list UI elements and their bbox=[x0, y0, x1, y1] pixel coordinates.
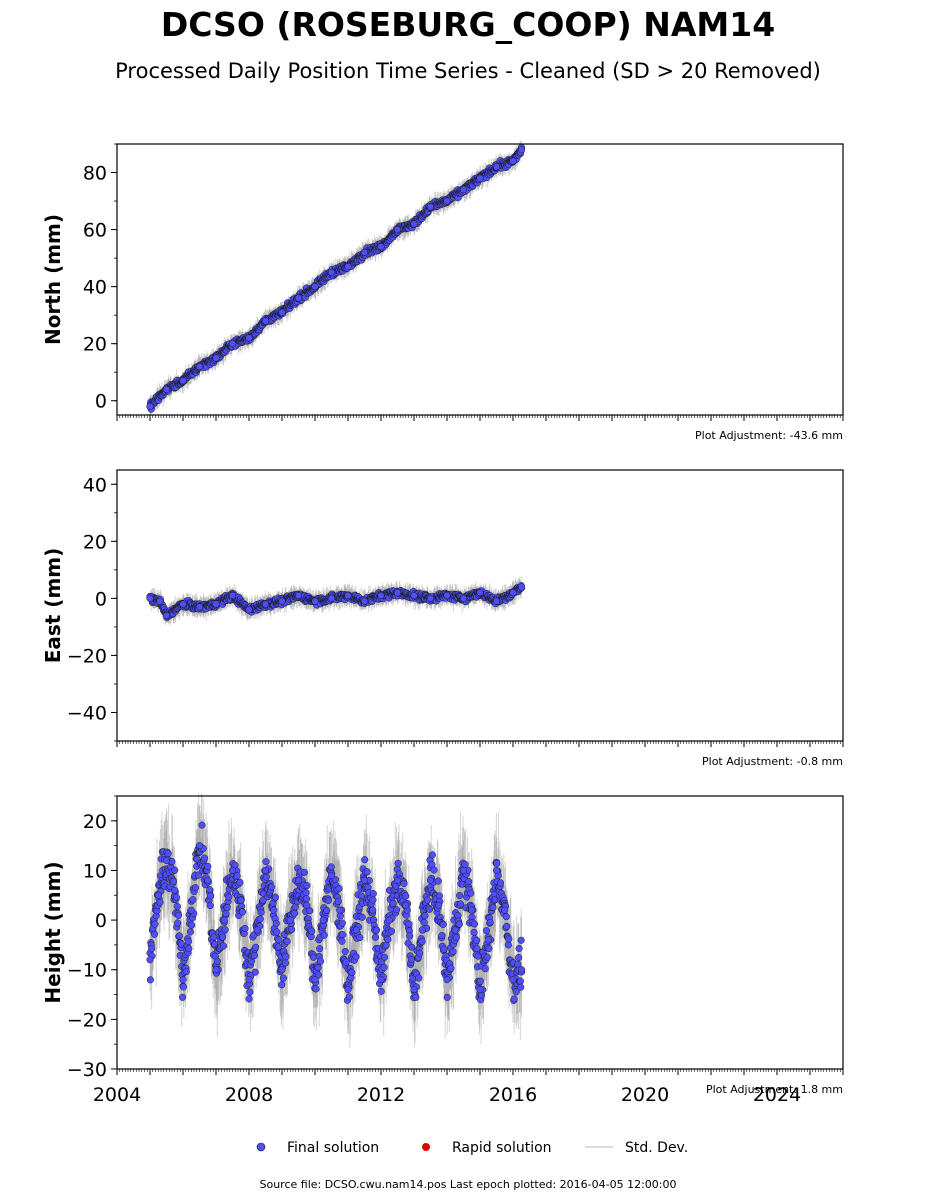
data-point bbox=[327, 268, 336, 276]
data-point bbox=[393, 226, 402, 234]
data-point bbox=[393, 589, 402, 597]
y-tick-label: −10 bbox=[67, 960, 107, 982]
data-point bbox=[228, 591, 237, 600]
data-point bbox=[195, 603, 204, 611]
data-point bbox=[156, 597, 164, 605]
figure-subtitle: Processed Daily Position Time Series - C… bbox=[115, 59, 821, 83]
data-point bbox=[344, 591, 352, 600]
y-tick-label: 10 bbox=[83, 860, 107, 882]
x-tick-label: 2016 bbox=[489, 1084, 537, 1106]
data-point bbox=[212, 354, 220, 362]
y-axis-label: North (mm) bbox=[41, 214, 65, 345]
data-point bbox=[245, 606, 253, 614]
data-point bbox=[162, 385, 171, 393]
plot-adjustment: Plot Adjustment: -0.8 mm bbox=[702, 755, 843, 768]
plot-adjustment: Plot Adjustment: 1.8 mm bbox=[706, 1083, 843, 1096]
plot-frame bbox=[116, 143, 844, 416]
x-tick-label: 2004 bbox=[93, 1084, 141, 1106]
panel-1: −40 −20 0 20 40 East (mm) Plot Adjustment: -0.… bbox=[41, 469, 844, 768]
data-point bbox=[459, 594, 468, 602]
y-tick-label: −40 bbox=[67, 702, 107, 724]
data-point bbox=[426, 594, 435, 602]
y-tick-label: −20 bbox=[67, 645, 107, 667]
y-tick-label: 40 bbox=[83, 277, 107, 299]
y-axis-label: Height (mm) bbox=[41, 861, 65, 1003]
y-tick-label: −30 bbox=[67, 1059, 107, 1081]
data-point bbox=[294, 591, 303, 600]
data-point bbox=[245, 334, 253, 342]
y-tick-label: 20 bbox=[83, 334, 107, 356]
panel-0: 0 20 40 60 80 North (mm) Plot Adjustment: -43.… bbox=[41, 140, 844, 442]
data-point bbox=[377, 243, 385, 251]
data-point bbox=[426, 203, 435, 211]
final-solution-points bbox=[146, 582, 526, 621]
figure-title: DCSO (ROSEBURG_COOP) NAM14 bbox=[161, 5, 775, 44]
data-point bbox=[179, 600, 187, 608]
data-point bbox=[261, 317, 270, 325]
data-point bbox=[146, 594, 154, 602]
data-point bbox=[377, 591, 385, 600]
plot-adjustment: Plot Adjustment: -43.6 mm bbox=[695, 429, 843, 442]
data-point bbox=[179, 377, 187, 385]
data-point bbox=[410, 591, 418, 600]
data-point bbox=[443, 197, 451, 205]
y-tick-label: 0 bbox=[95, 910, 107, 932]
data-point bbox=[518, 583, 526, 591]
data-point bbox=[459, 186, 468, 194]
y-tick-label: 20 bbox=[83, 811, 107, 833]
data-point bbox=[228, 340, 237, 348]
data-point bbox=[492, 163, 501, 171]
x-tick-label: 2020 bbox=[621, 1084, 669, 1106]
data-point bbox=[278, 308, 286, 316]
data-point bbox=[212, 600, 220, 608]
data-point bbox=[294, 294, 303, 302]
data-point bbox=[360, 248, 369, 256]
data-point bbox=[162, 611, 171, 620]
y-tick-label: 0 bbox=[95, 391, 107, 413]
data-point bbox=[360, 597, 369, 605]
data-point bbox=[261, 600, 270, 608]
y-tick-label: 40 bbox=[83, 474, 107, 496]
y-axis-label: East (mm) bbox=[41, 548, 65, 664]
x-tick-label: 2012 bbox=[357, 1084, 405, 1106]
data-point bbox=[311, 283, 319, 291]
y-tick-label: 0 bbox=[95, 588, 107, 610]
data-point bbox=[311, 597, 319, 605]
data-point bbox=[195, 362, 204, 371]
y-tick-label: 60 bbox=[83, 220, 107, 242]
data-point bbox=[492, 597, 501, 605]
y-tick-label: 20 bbox=[83, 531, 107, 553]
data-point bbox=[509, 157, 517, 165]
final-solution-points bbox=[146, 143, 526, 413]
data-point bbox=[410, 220, 418, 228]
data-point bbox=[344, 263, 352, 271]
y-tick-label: −20 bbox=[67, 1009, 107, 1031]
panels: 0 20 40 60 80 North (mm) Plot Adjustment: -43.… bbox=[41, 140, 844, 1106]
data-point bbox=[443, 591, 451, 600]
data-point bbox=[518, 146, 526, 154]
data-point bbox=[278, 597, 286, 605]
data-point bbox=[476, 589, 484, 597]
x-tick-label: 2008 bbox=[225, 1084, 273, 1106]
data-point bbox=[509, 589, 517, 597]
y-tick-label: 80 bbox=[83, 163, 107, 185]
data-point bbox=[476, 174, 484, 182]
data-point bbox=[146, 402, 154, 410]
data-point bbox=[327, 594, 336, 602]
